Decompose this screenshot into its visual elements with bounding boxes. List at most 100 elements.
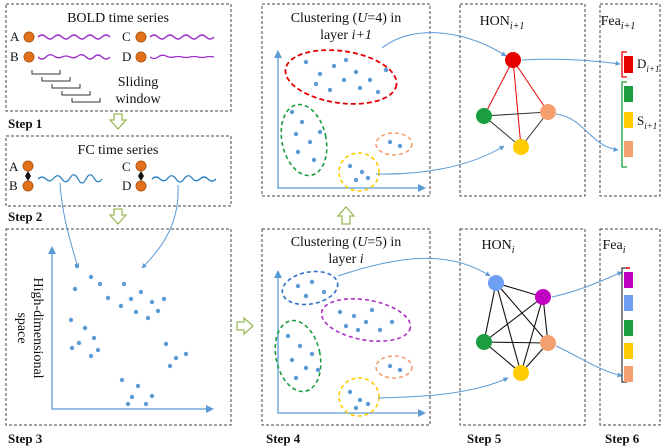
highdim-point bbox=[161, 296, 167, 302]
highdim-point bbox=[95, 347, 101, 353]
step-6-label: Step 6 bbox=[605, 431, 640, 446]
cluster-top-point bbox=[289, 109, 295, 115]
cluster-top-point bbox=[311, 157, 317, 163]
panel-cluster-bottom bbox=[261, 228, 431, 426]
highdim-point bbox=[69, 345, 75, 351]
highdim-point bbox=[125, 401, 131, 407]
fc-node-label-a: A bbox=[9, 159, 19, 174]
fea-bottom-yellow bbox=[624, 343, 633, 359]
fea-bottom-blue bbox=[624, 295, 633, 311]
fea-bottom-title: Feai bbox=[603, 238, 626, 256]
fc-node-b bbox=[22, 180, 34, 192]
cluster-bottom-point bbox=[363, 319, 369, 325]
fc-node-a bbox=[22, 160, 34, 172]
bold-wave-c bbox=[149, 34, 215, 40]
highdim-point bbox=[118, 303, 124, 309]
bold-node-label-a: A bbox=[10, 29, 20, 44]
highdim-ylabel-line2: space bbox=[14, 312, 29, 343]
highdim-point bbox=[121, 281, 127, 287]
panel-fea-bottom bbox=[599, 228, 661, 426]
cluster-top-title-line1: Clustering (U=4) in bbox=[291, 11, 402, 26]
hon-bottom-link-magenta bbox=[551, 271, 623, 298]
cluster-top-point bbox=[313, 81, 319, 87]
cluster-top-link-yellow bbox=[375, 145, 505, 175]
cluster-bottom-axis-y-arrowhead bbox=[274, 270, 282, 278]
sliding-window-label-2: window bbox=[115, 92, 161, 107]
step-3-label: Step 3 bbox=[8, 431, 43, 446]
hon-top-node-green bbox=[476, 108, 492, 124]
cluster-top-point bbox=[341, 77, 347, 83]
cluster-top-link-red bbox=[381, 32, 507, 57]
bold-node-label-c: C bbox=[122, 29, 131, 44]
cluster-top-point bbox=[357, 85, 363, 91]
cluster-bottom-point bbox=[303, 365, 309, 371]
bold-wave-b bbox=[37, 54, 111, 60]
cluster-top-point bbox=[293, 131, 299, 137]
cluster-top-point bbox=[397, 143, 403, 149]
cluster-top-point bbox=[327, 87, 333, 93]
highdim-point bbox=[145, 315, 151, 321]
panel-fc bbox=[5, 135, 232, 207]
highdim-point bbox=[76, 340, 82, 346]
cluster-top-point bbox=[307, 139, 313, 145]
fc-title: FC time series bbox=[78, 143, 159, 158]
cluster-bottom-point bbox=[353, 405, 359, 411]
cluster-top-point bbox=[299, 119, 305, 125]
hon-bottom-node-blue bbox=[488, 275, 504, 291]
cluster-bottom-point bbox=[297, 343, 303, 349]
down-arrow-icon-1 bbox=[108, 113, 128, 130]
fc-link-cd bbox=[138, 171, 144, 181]
fea-top-d-bracket bbox=[621, 51, 627, 78]
cluster-top-salmon bbox=[375, 132, 413, 156]
fc-wave-cd bbox=[151, 175, 217, 183]
cluster-top-point bbox=[295, 149, 301, 155]
highdim-points bbox=[68, 263, 189, 407]
highdim-point bbox=[82, 325, 88, 331]
sliding-window-label-1: Sliding bbox=[118, 75, 158, 90]
cluster-top-axis-x-arrowhead bbox=[418, 184, 426, 192]
fc-link-ab bbox=[25, 171, 31, 181]
bold-title: BOLD time series bbox=[67, 11, 169, 26]
hon-top-node-yellow bbox=[513, 139, 529, 155]
highdim-ylabel-line1: High-dimensional bbox=[30, 277, 45, 378]
highdim-point bbox=[74, 263, 80, 269]
cluster-bottom-point bbox=[309, 351, 315, 357]
cluster-top-point bbox=[303, 59, 309, 65]
cluster-bottom-salmon bbox=[375, 355, 413, 379]
bold-wave-a bbox=[37, 34, 111, 40]
hon-bottom-link-salmon bbox=[555, 345, 623, 378]
fc-node-c bbox=[135, 160, 147, 172]
highdim-point bbox=[138, 289, 144, 295]
bold-node-c bbox=[135, 31, 147, 43]
cluster-top-green bbox=[280, 103, 328, 177]
cluster-bottom-point bbox=[365, 401, 371, 407]
fea-bottom-salmon bbox=[624, 366, 633, 382]
cluster-bottom-point bbox=[369, 307, 375, 313]
cluster-top-points bbox=[289, 57, 403, 183]
cluster-bottom-point bbox=[285, 333, 291, 339]
cluster-top-point bbox=[365, 175, 371, 181]
fea-bottom-magenta bbox=[624, 272, 633, 288]
fea-top-d-red bbox=[624, 56, 633, 73]
highdim-point bbox=[91, 335, 97, 341]
bold-node-label-d: D bbox=[122, 49, 131, 64]
cluster-top-point bbox=[359, 169, 365, 175]
sliding-window-brackets bbox=[31, 70, 101, 103]
panel-bold bbox=[5, 3, 232, 112]
cluster-bottom-point bbox=[377, 327, 383, 333]
panel-highdim bbox=[5, 228, 232, 426]
cluster-bottom-point bbox=[289, 357, 295, 363]
bold-node-d bbox=[135, 51, 147, 63]
step-5-label: Step 5 bbox=[467, 431, 502, 446]
step-2-label: Step 2 bbox=[8, 209, 42, 224]
highdim-point bbox=[155, 308, 161, 314]
highdim-point bbox=[119, 377, 125, 383]
cluster-top-point bbox=[347, 163, 353, 169]
fea-top-s-green bbox=[624, 86, 633, 102]
highdim-point bbox=[72, 286, 78, 292]
fc-to-space-arrow-1 bbox=[59, 182, 80, 269]
cluster-top-axis-y-arrowhead bbox=[274, 50, 282, 58]
cluster-bottom-point bbox=[343, 323, 349, 329]
hon-bottom-node-salmon bbox=[540, 335, 556, 351]
